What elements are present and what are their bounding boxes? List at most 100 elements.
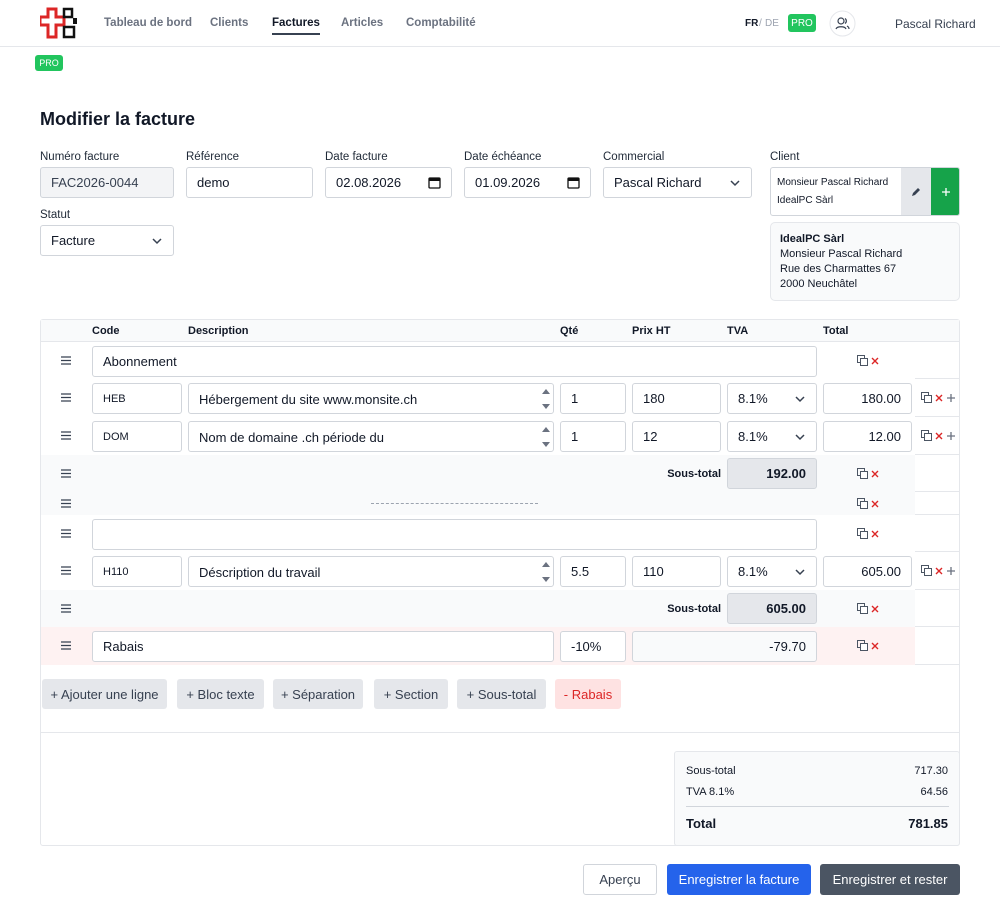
line-input[interactable]: DOM	[92, 421, 182, 452]
handle-button[interactable]	[61, 528, 71, 538]
add-line-button[interactable]: + Section	[374, 679, 448, 709]
client-select[interactable]: Monsieur Pascal Richard IdealPC Sàrl	[770, 167, 960, 216]
copy-button[interactable]	[921, 565, 932, 576]
pro-badge: PRO	[788, 14, 816, 32]
copy-icon	[857, 497, 868, 509]
add-path	[947, 394, 955, 402]
line-input[interactable]: 12	[632, 421, 721, 452]
totals-box: Sous-total 717.30 TVA 8.1% 64.56 Total 781.85	[674, 751, 960, 846]
copy-button[interactable]	[857, 354, 868, 366]
user-head	[837, 17, 845, 25]
add-line-button[interactable]: + Bloc texte	[177, 679, 264, 709]
copy-button[interactable]	[921, 430, 932, 441]
line-input[interactable]: Déscription du travail	[188, 556, 554, 587]
plus-button[interactable]	[947, 432, 955, 440]
line-input[interactable]: Hébergement du site www.monsite.ch	[188, 383, 554, 414]
field-input[interactable]: Facture	[40, 225, 174, 256]
handle-button[interactable]	[61, 431, 71, 440]
nav-item[interactable]: Clients	[210, 17, 249, 29]
add-line-button[interactable]: + Séparation	[273, 679, 363, 709]
edit-client-button[interactable]	[901, 168, 931, 215]
plus-button[interactable]	[947, 394, 955, 402]
field-input[interactable]: Pascal Richard	[603, 167, 752, 198]
chevron-path	[152, 238, 162, 245]
nav-item[interactable]: Tableau de bord	[104, 17, 192, 29]
copy-button[interactable]	[857, 497, 868, 509]
add-line-button[interactable]: + Ajouter une ligne	[42, 679, 167, 709]
copy-button[interactable]	[857, 640, 868, 651]
handle-button[interactable]	[61, 498, 71, 508]
x-button[interactable]	[871, 530, 879, 538]
input-value: 605.00	[861, 564, 901, 579]
line-input[interactable]: HEB	[92, 383, 182, 414]
handle-button[interactable]	[61, 393, 71, 402]
user-menu[interactable]	[829, 10, 856, 37]
handle-button[interactable]	[61, 468, 71, 478]
field-input[interactable]: 01.09.2026	[464, 167, 591, 198]
input-value: HEB	[103, 392, 126, 405]
lang-de[interactable]: DE	[765, 18, 779, 29]
handle-button[interactable]	[61, 355, 71, 365]
input-value: DOM	[103, 430, 129, 443]
action-button[interactable]: Aperçu	[583, 864, 657, 895]
nav-item[interactable]: Articles	[341, 17, 384, 29]
calendar-head	[568, 178, 579, 181]
line-input[interactable]: 110	[632, 556, 721, 587]
logo[interactable]	[40, 7, 78, 39]
x-button[interactable]	[871, 642, 879, 650]
x-button[interactable]	[871, 605, 879, 613]
line-input[interactable]: -10%	[560, 631, 626, 662]
lang-fr[interactable]: FR	[745, 18, 759, 29]
x-button[interactable]	[935, 394, 943, 402]
copy-button[interactable]	[857, 467, 868, 479]
logo-square	[62, 7, 74, 19]
line-input[interactable]: 1	[560, 383, 626, 414]
spin-button[interactable]	[541, 424, 551, 450]
chev-button	[794, 431, 806, 443]
pen-button[interactable]	[911, 187, 921, 197]
x-button[interactable]	[871, 357, 879, 365]
delete-icon	[871, 605, 879, 612]
copy-button[interactable]	[857, 602, 868, 614]
line-input[interactable]: Nom de domaine .ch période du	[188, 421, 554, 452]
copy-button[interactable]	[921, 392, 932, 403]
x-button[interactable]	[935, 567, 943, 575]
line-input[interactable]: 180	[632, 383, 721, 414]
field-input[interactable]: demo	[186, 167, 313, 198]
line-input[interactable]: 8.1%	[727, 421, 817, 452]
line-input[interactable]	[92, 519, 817, 550]
handle-button[interactable]	[61, 566, 71, 575]
spin-button[interactable]	[541, 386, 551, 412]
subtotal-label: Sous-total	[667, 603, 721, 615]
line-input[interactable]: Abonnement	[92, 346, 817, 377]
line-input[interactable]: Rabais	[92, 631, 554, 662]
line-input[interactable]: 5.5	[560, 556, 626, 587]
copy-button[interactable]	[857, 527, 868, 539]
line-input[interactable]: 8.1%	[727, 556, 817, 587]
line-input[interactable]: 8.1%	[727, 383, 817, 414]
add-line-button[interactable]: - Rabais	[555, 679, 621, 709]
handle-button[interactable]	[61, 641, 71, 650]
line-input[interactable]: 180.00	[823, 383, 912, 414]
x-button[interactable]	[871, 470, 879, 478]
nav-item[interactable]: Comptabilité	[406, 17, 476, 29]
line-input[interactable]: H110	[92, 556, 182, 587]
add-line-button[interactable]: + Sous-total	[457, 679, 546, 709]
line-input[interactable]: 605.00	[823, 556, 912, 587]
x-button[interactable]	[935, 432, 943, 440]
calendar-icon	[428, 177, 441, 189]
action-button[interactable]: Enregistrer la facture	[667, 864, 811, 895]
client-card-line: IdealPC Sàrl	[780, 233, 845, 245]
plus-button[interactable]	[947, 567, 955, 575]
action-button[interactable]: Enregistrer et rester	[820, 864, 960, 895]
line-input[interactable]: 12.00	[823, 421, 912, 452]
line-input[interactable]: -79.70	[632, 631, 817, 662]
spin-button[interactable]	[541, 559, 551, 585]
x-button[interactable]	[871, 500, 879, 508]
nav-item[interactable]: Factures	[272, 17, 320, 35]
line-input[interactable]: 1	[560, 421, 626, 452]
field-input[interactable]: 02.08.2026	[325, 167, 452, 198]
user-name[interactable]: Pascal Richard	[895, 17, 976, 31]
add-client-button[interactable]	[931, 168, 959, 215]
handle-button[interactable]	[61, 603, 71, 613]
